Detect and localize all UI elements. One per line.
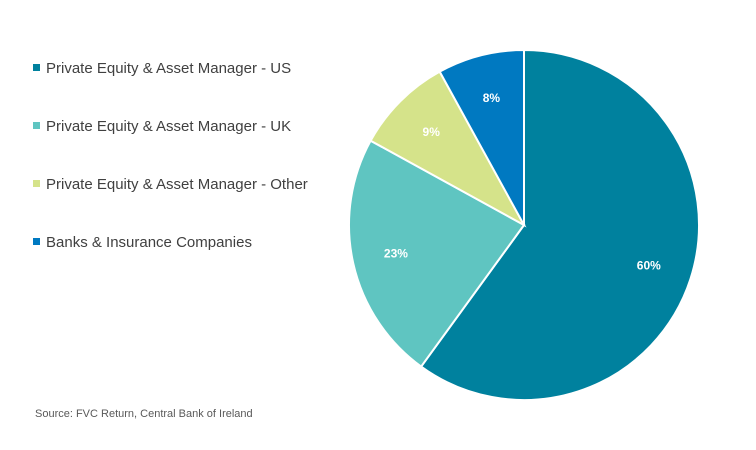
pie-slice	[348, 139, 526, 368]
legend: Private Equity & Asset Manager - US Priva…	[33, 60, 308, 251]
legend-label: Banks & Insurance Companies	[46, 234, 252, 251]
legend-label: Private Equity & Asset Manager - US	[46, 60, 291, 77]
legend-label: Private Equity & Asset Manager - Other	[46, 176, 308, 193]
legend-swatch	[33, 180, 40, 187]
legend-swatch	[33, 122, 40, 129]
pie-slice	[438, 48, 525, 226]
slice-label: 8%	[483, 91, 501, 105]
legend-swatch	[33, 238, 40, 245]
pie-slice-labels: 60% 23% 9% 8%	[384, 91, 661, 273]
legend-label: Private Equity & Asset Manager - UK	[46, 118, 291, 135]
pie-slices	[348, 48, 700, 401]
slice-label: 23%	[384, 247, 408, 261]
legend-swatch	[33, 64, 40, 71]
slice-label: 9%	[423, 125, 441, 139]
pie-slice	[369, 70, 527, 228]
source-note: Source: FVC Return, Central Bank of Irel…	[35, 408, 253, 420]
slice-label: 60%	[637, 259, 661, 273]
pie-slice	[419, 48, 700, 401]
